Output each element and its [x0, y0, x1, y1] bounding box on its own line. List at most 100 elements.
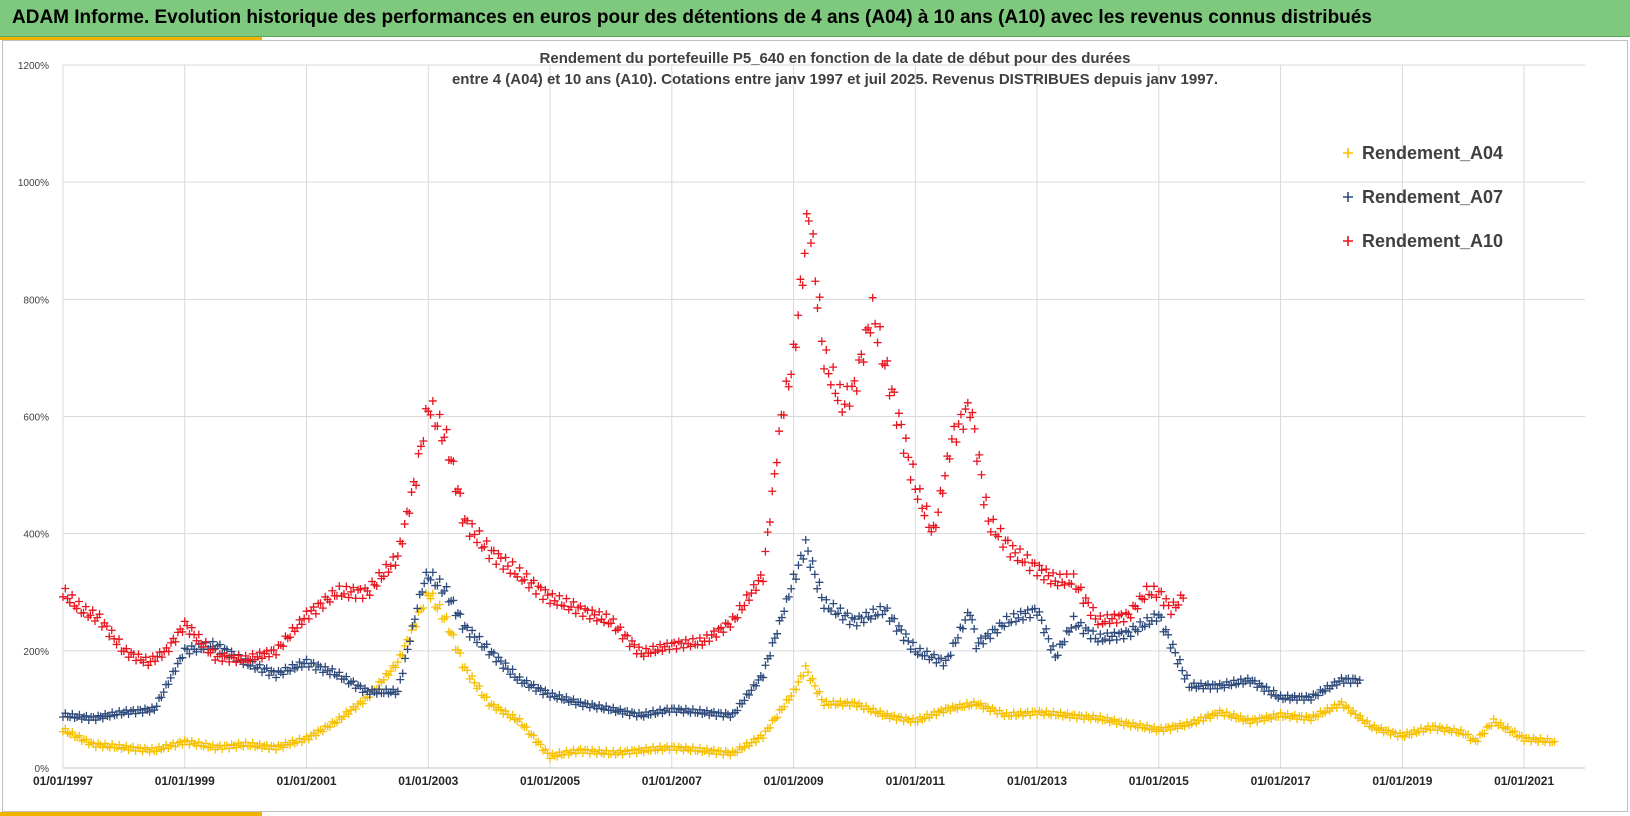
data-point	[295, 615, 304, 624]
data-point	[966, 611, 975, 620]
data-point	[494, 549, 503, 558]
data-point	[773, 713, 782, 722]
data-point	[522, 676, 531, 685]
data-point	[822, 346, 831, 355]
data-point	[536, 684, 545, 693]
data-point	[934, 508, 943, 517]
y-tick-label: 1200%	[18, 61, 49, 72]
data-point	[653, 646, 662, 655]
data-point	[838, 408, 847, 417]
data-point	[426, 575, 435, 584]
data-point	[1175, 655, 1184, 664]
data-point	[742, 590, 751, 599]
data-point	[86, 611, 95, 620]
data-point	[834, 609, 843, 618]
data-point	[927, 527, 936, 536]
data-point	[389, 685, 398, 694]
data-point	[1351, 710, 1360, 719]
data-point	[365, 690, 374, 699]
data-point	[1243, 714, 1252, 723]
data-point	[1169, 598, 1178, 607]
data-point	[770, 469, 779, 478]
data-point	[1180, 722, 1189, 731]
data-point	[925, 523, 934, 532]
data-point	[102, 622, 111, 631]
data-point	[1000, 622, 1009, 631]
data-point	[787, 370, 796, 379]
data-point	[1344, 703, 1353, 712]
x-tick-label: 01/01/2015	[1129, 774, 1189, 788]
data-point	[1016, 545, 1025, 554]
data-point	[418, 588, 427, 597]
data-point	[1550, 737, 1559, 746]
data-point	[947, 435, 956, 444]
data-point	[883, 604, 892, 613]
data-point	[1069, 569, 1078, 578]
data-point	[272, 673, 281, 682]
data-point	[876, 707, 885, 716]
data-point	[1149, 582, 1158, 591]
data-point	[185, 649, 194, 658]
data-point	[998, 543, 1007, 552]
data-point	[770, 634, 779, 643]
data-point	[440, 586, 449, 595]
data-point	[677, 639, 686, 648]
data-point	[1229, 710, 1238, 719]
data-point	[1243, 674, 1252, 683]
data-point	[325, 597, 334, 606]
data-point	[208, 645, 217, 654]
x-tick-label: 01/01/2007	[642, 774, 702, 788]
data-point	[405, 636, 414, 645]
data-point	[794, 311, 803, 320]
data-point	[1283, 691, 1292, 700]
data-point	[351, 704, 360, 713]
data-point	[391, 561, 400, 570]
data-point	[1356, 711, 1365, 720]
data-point	[194, 630, 203, 639]
data-point	[709, 707, 718, 716]
data-point	[115, 635, 124, 644]
data-point	[1314, 691, 1323, 700]
data-point	[1164, 630, 1173, 639]
data-point	[286, 666, 295, 675]
data-point	[1167, 610, 1176, 619]
data-point	[311, 609, 320, 618]
data-point	[897, 625, 906, 634]
data-point	[1089, 627, 1098, 636]
data-point	[234, 651, 243, 660]
data-point	[372, 581, 381, 590]
data-point	[1496, 718, 1505, 727]
data-point	[901, 629, 910, 638]
data-point	[1464, 730, 1473, 739]
data-point	[68, 728, 77, 737]
data-point	[1339, 679, 1348, 688]
data-point	[868, 293, 877, 302]
data-point	[956, 410, 965, 419]
data-point	[885, 391, 894, 400]
data-point	[1023, 550, 1032, 559]
data-point	[635, 643, 644, 652]
data-point	[1063, 709, 1072, 718]
data-point	[913, 717, 922, 726]
data-point	[1290, 710, 1299, 719]
data-point	[122, 741, 131, 750]
data-point	[829, 599, 838, 608]
data-point	[1363, 717, 1372, 726]
data-point	[183, 645, 192, 654]
data-point	[843, 697, 852, 706]
data-point	[1140, 595, 1149, 604]
data-point	[1081, 594, 1090, 603]
data-point	[318, 604, 327, 613]
data-point	[406, 637, 415, 646]
data-point	[1260, 716, 1269, 725]
data-point	[1276, 691, 1285, 700]
data-point	[766, 723, 775, 732]
data-point	[946, 651, 955, 660]
data-point	[953, 633, 962, 642]
data-point	[983, 629, 992, 638]
data-point	[833, 396, 842, 405]
data-point	[994, 532, 1003, 541]
data-point	[656, 640, 665, 649]
data-point	[351, 594, 360, 603]
data-point	[499, 565, 508, 574]
